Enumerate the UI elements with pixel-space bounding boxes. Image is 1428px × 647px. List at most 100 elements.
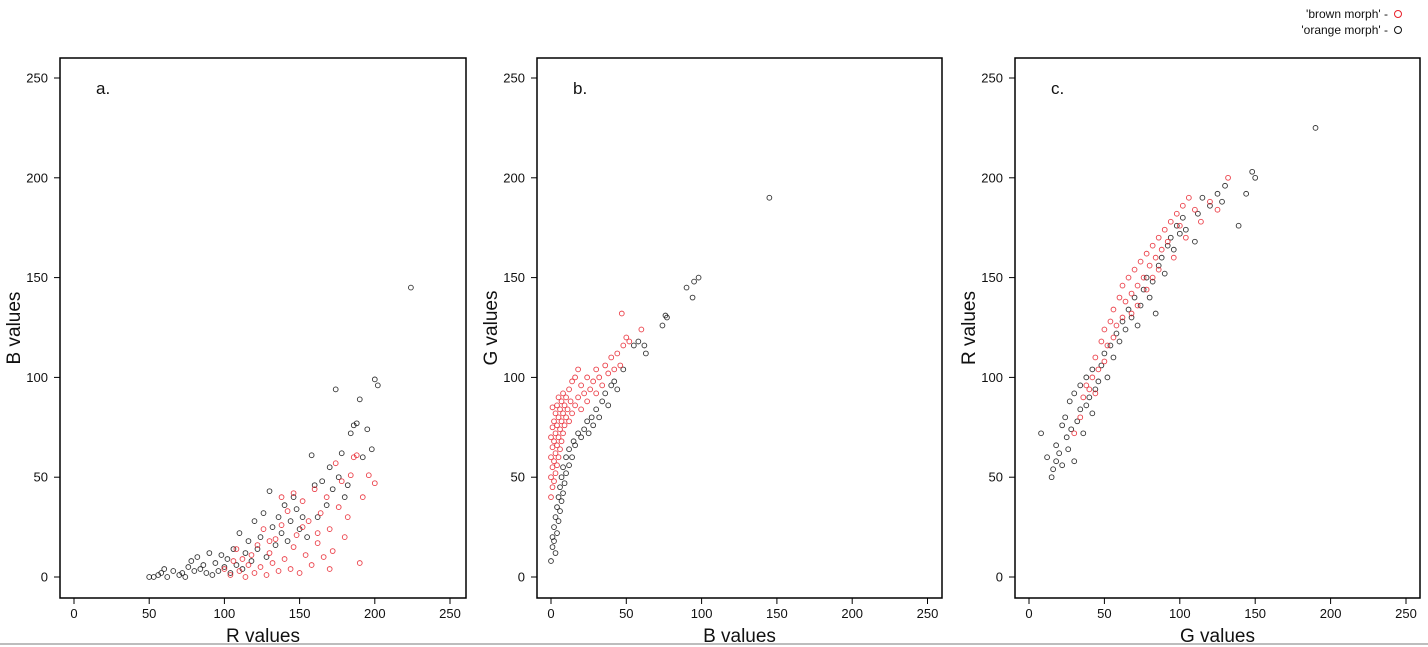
data-point — [209, 572, 216, 578]
data-point — [569, 410, 575, 417]
data-point — [1140, 286, 1147, 293]
data-point — [191, 568, 198, 574]
data-point — [555, 494, 562, 501]
data-point — [1107, 318, 1114, 325]
data-point — [299, 524, 306, 530]
data-point — [1107, 342, 1114, 349]
data-point — [602, 362, 609, 369]
data-point — [304, 534, 310, 540]
x-tick-label: 150 — [289, 606, 311, 621]
data-point — [1116, 338, 1123, 345]
data-point — [308, 452, 315, 459]
data-point — [557, 508, 563, 514]
data-point — [564, 406, 571, 413]
data-point — [1080, 394, 1087, 401]
y-tick-label: 50 — [34, 470, 48, 485]
data-point — [560, 390, 566, 397]
data-point — [578, 382, 584, 389]
x-tick-label: 0 — [547, 606, 554, 621]
data-point — [1065, 446, 1072, 453]
y-tick-label: 200 — [503, 170, 525, 185]
data-point — [575, 430, 581, 437]
data-point — [1077, 414, 1084, 421]
data-point — [329, 548, 336, 554]
data-point — [314, 514, 321, 520]
data-point — [578, 406, 584, 413]
y-tick-label: 0 — [41, 570, 48, 585]
data-point — [588, 414, 595, 421]
x-tick-label: 250 — [1395, 606, 1417, 621]
data-point — [197, 566, 204, 572]
data-point — [254, 546, 261, 552]
data-point — [1222, 182, 1228, 189]
data-point — [194, 554, 201, 560]
data-point — [290, 544, 297, 550]
data-point — [1086, 394, 1093, 401]
data-point — [314, 540, 321, 546]
data-point — [581, 426, 587, 433]
data-point — [1170, 246, 1177, 253]
x-tick-label: 100 — [214, 606, 236, 621]
data-point — [353, 420, 360, 427]
data-point — [560, 430, 566, 437]
data-point — [563, 454, 569, 461]
data-point — [558, 418, 565, 425]
data-point — [1113, 330, 1120, 337]
data-point — [161, 566, 168, 572]
data-point — [572, 442, 578, 449]
data-point — [1225, 174, 1231, 181]
x-tick-label: 250 — [917, 606, 939, 621]
data-point — [691, 278, 697, 285]
y-tick-label: 50 — [511, 470, 525, 485]
data-point — [551, 538, 557, 544]
data-point — [185, 564, 192, 570]
data-point — [224, 556, 231, 562]
data-point — [1063, 434, 1070, 441]
data-point — [593, 390, 600, 397]
data-point — [326, 464, 333, 471]
data-point — [200, 562, 207, 568]
data-point — [554, 462, 560, 469]
data-point — [659, 322, 666, 329]
data-point — [1195, 210, 1201, 217]
data-point — [555, 394, 562, 401]
data-point — [1104, 342, 1111, 349]
data-point — [1101, 326, 1108, 333]
data-point — [1077, 406, 1084, 413]
data-point — [1098, 362, 1105, 369]
data-point — [179, 570, 186, 576]
data-point — [356, 396, 363, 403]
x-axis-label: G values — [1180, 626, 1255, 647]
data-point — [272, 542, 279, 548]
data-point — [1134, 302, 1141, 309]
data-point — [1110, 334, 1117, 341]
plot-frame — [1014, 57, 1421, 599]
data-point — [230, 546, 237, 552]
data-point — [1182, 226, 1189, 233]
data-point — [251, 518, 258, 524]
data-point — [1066, 398, 1073, 405]
data-point — [596, 374, 603, 381]
data-point — [590, 378, 597, 385]
y-axis-label: G values — [481, 291, 502, 366]
data-point — [254, 542, 261, 548]
data-point — [341, 494, 348, 501]
data-point — [266, 538, 273, 544]
series-brown-morph — [221, 452, 378, 580]
y-tick-label: 100 — [26, 370, 48, 385]
data-point — [296, 570, 303, 576]
data-point — [1152, 254, 1159, 261]
x-tick-label: 150 — [766, 606, 788, 621]
data-point — [1122, 326, 1129, 333]
data-point — [242, 574, 249, 580]
series-brown-morph — [548, 310, 645, 501]
data-point — [1092, 386, 1099, 393]
legend-item-orange: 'orange morph' - — [1301, 22, 1402, 38]
data-point — [566, 418, 572, 425]
data-point — [1167, 218, 1174, 225]
data-point — [239, 556, 246, 562]
data-point — [1110, 306, 1117, 313]
data-point — [344, 514, 351, 520]
data-point — [1249, 168, 1256, 175]
